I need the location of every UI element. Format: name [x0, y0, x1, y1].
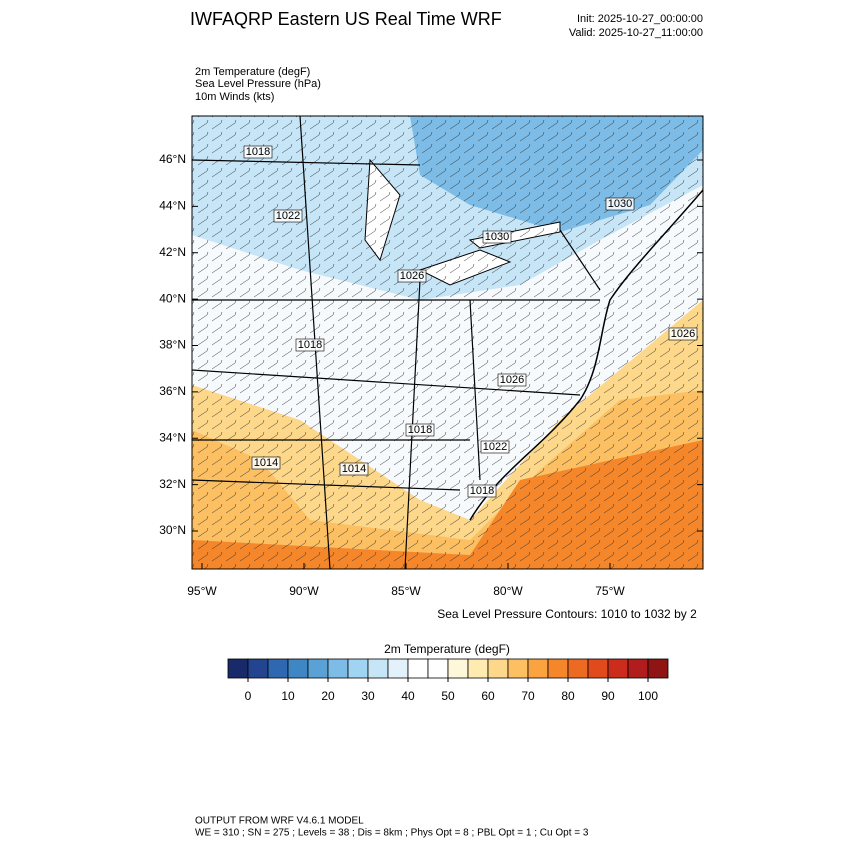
contour-note: Sea Level Pressure Contours: 1010 to 103… — [437, 607, 697, 621]
map — [192, 116, 703, 569]
lon-label: 90°W — [289, 584, 319, 598]
contour-label-box — [480, 440, 510, 454]
colorbar-swatch — [247, 658, 269, 679]
colorbar-label: 10 — [281, 689, 295, 703]
valid-time: Valid: 2025-10-27_11:00:00 — [569, 27, 703, 39]
contour-label-box — [397, 269, 427, 283]
contour-label: 1022 — [483, 441, 507, 453]
colorbar-swatch — [507, 658, 529, 679]
colorbar-swatch — [327, 658, 349, 679]
colorbar-label: 70 — [521, 689, 535, 703]
colorbar-swatch — [347, 658, 369, 679]
colorbar-label: 50 — [441, 689, 455, 703]
footer: WE = 310 ; SN = 275 ; Levels = 38 ; Dis … — [195, 828, 589, 839]
contour-label-box — [668, 327, 698, 341]
field-label: Sea Level Pressure (hPa) — [195, 78, 321, 90]
colorbar-swatch — [367, 658, 389, 679]
contour-label: 1018 — [298, 339, 322, 351]
colorbar-swatch — [487, 658, 509, 679]
contour-label-box — [243, 145, 273, 159]
colorbar-label: 100 — [638, 689, 658, 703]
contour-label-box — [273, 209, 303, 223]
field-label: 10m Winds (kts) — [195, 91, 274, 103]
contour-label: 1022 — [276, 210, 300, 222]
colorbar-swatch — [607, 658, 629, 679]
colorbar-label: 40 — [401, 689, 415, 703]
lat-label: 36°N — [159, 384, 186, 398]
colorbar-swatch — [627, 658, 649, 679]
contour-label-box — [467, 484, 497, 498]
colorbar-swatch — [287, 658, 309, 679]
contour-label-box — [482, 230, 512, 244]
lat-label: 38°N — [159, 338, 186, 352]
contour-label: 1018 — [246, 146, 270, 158]
contour-label: 1026 — [500, 374, 524, 386]
colorbar-swatch — [647, 658, 669, 679]
colorbar-swatch — [427, 658, 449, 679]
lat-label: 42°N — [159, 245, 186, 259]
lon-label: 75°W — [595, 584, 625, 598]
colorbar-swatch — [447, 658, 469, 679]
colorbar-label: 30 — [361, 689, 375, 703]
lat-label: 32°N — [159, 477, 186, 491]
colorbar-swatch — [227, 658, 249, 679]
lon-label: 95°W — [187, 584, 217, 598]
colorbar-label: 90 — [601, 689, 615, 703]
colorbar-swatch — [407, 658, 429, 679]
lon-label: 85°W — [391, 584, 421, 598]
contour-label: 1030 — [485, 231, 509, 243]
contour-label-box — [405, 423, 435, 437]
colorbar-swatch — [567, 658, 589, 679]
contour-label-box — [497, 373, 527, 387]
colorbar-swatch — [527, 658, 549, 679]
init-time: Init: 2025-10-27_00:00:00 — [577, 13, 703, 25]
contour-label: 1026 — [671, 328, 695, 340]
contour-label: 1018 — [470, 485, 494, 497]
map-frame — [191, 115, 704, 570]
contour-label: 1030 — [608, 198, 632, 210]
contour-label-box — [251, 456, 281, 470]
title: IWFAQRP Eastern US Real Time WRF — [190, 9, 502, 29]
colorbar-swatch — [467, 658, 489, 679]
colorbar-label: 60 — [481, 689, 495, 703]
footer: OUTPUT FROM WRF V4.6.1 MODEL — [195, 816, 364, 827]
colorbar-swatch — [547, 658, 569, 679]
colorbar-label: 80 — [561, 689, 575, 703]
contour-label: 1014 — [254, 457, 278, 469]
contour-label: 1018 — [408, 424, 432, 436]
contour-label: 1026 — [400, 270, 424, 282]
contour-label-box — [295, 338, 325, 352]
lat-label: 30°N — [159, 523, 186, 537]
colorbar-swatch — [267, 658, 289, 679]
colorbar-title: 2m Temperature (degF) — [384, 642, 510, 656]
contour-label-box — [605, 197, 635, 211]
colorbar-swatch — [307, 658, 329, 679]
colorbar-swatch — [587, 658, 609, 679]
contour-label-box — [339, 462, 369, 476]
lat-label: 46°N — [159, 152, 186, 166]
colorbar-label: 0 — [245, 689, 252, 703]
lat-label: 40°N — [159, 291, 186, 305]
field-label: 2m Temperature (degF) — [195, 66, 310, 78]
contour-label: 1014 — [342, 463, 366, 475]
colorbar-label: 20 — [321, 689, 335, 703]
colorbar-swatch — [387, 658, 409, 679]
lon-label: 80°W — [493, 584, 523, 598]
lat-label: 34°N — [159, 430, 186, 444]
lat-label: 44°N — [159, 199, 186, 213]
